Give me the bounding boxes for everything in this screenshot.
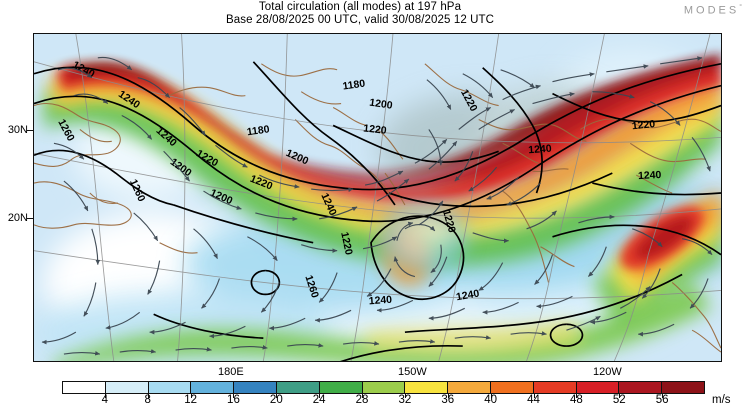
contour-label-1180: 1180	[246, 124, 270, 138]
colorbar-tick-label-36: 36	[441, 394, 455, 406]
colorbar-tick-48	[576, 393, 578, 398]
ytick-mark-20n	[27, 218, 33, 220]
contour-label-1240: 1240	[528, 144, 552, 157]
colorbar-swatch-11	[533, 381, 577, 393]
colorbar-tick-label-20: 20	[269, 394, 283, 406]
wind-vectors	[41, 56, 713, 356]
ytick-mark-30n	[27, 130, 33, 132]
colorbar-tick-label-40: 40	[484, 394, 498, 406]
colorbar-tick-52	[619, 393, 621, 398]
colorbar-tick-8	[147, 393, 149, 398]
colorbar-tick-label-56: 56	[655, 394, 669, 406]
colorbar-swatch-10	[490, 381, 534, 393]
colorbar-tick-16	[233, 393, 235, 398]
contour-label-1180: 1180	[342, 79, 366, 93]
coastlines	[34, 63, 721, 353]
map-field-svg: 1240 1240 1240 1200 1260 1260 1260 1220 …	[34, 34, 721, 361]
modes-logo-mark: °	[739, 4, 742, 11]
modes-logo-text: MODES	[683, 4, 740, 17]
colorbar-labels: 4 8 12 16 20 24 28 32 36 40 44 48 52 56	[0, 394, 750, 408]
contour-label-1240: 1240	[455, 288, 480, 303]
colorbar-swatch-1	[105, 381, 149, 393]
colorbar-tick-28	[362, 393, 364, 398]
chart-title-line-1: Total circulation (all modes) at 197 hPa	[258, 1, 462, 13]
colorbar-tick-20	[276, 393, 278, 398]
colorbar	[62, 380, 705, 394]
ytick-label-30n: 30N	[7, 124, 28, 136]
chart-title-block: Total circulation (all modes) at 197 hPa…	[0, 1, 720, 27]
contour-label-1240: 1240	[368, 295, 392, 308]
colorbar-tick-label-32: 32	[398, 394, 412, 406]
colorbar-tick-44	[533, 393, 535, 398]
colorbar-swatch-5	[276, 381, 320, 393]
colorbar-tick-label-16: 16	[227, 394, 240, 406]
map-shading-group: 1240 1240 1240 1200 1260 1260 1260 1220 …	[34, 34, 721, 361]
contour-label-1220: 1220	[363, 123, 387, 136]
colorbar-tick-24	[319, 393, 321, 398]
colorbar-tick-label-48: 48	[569, 394, 583, 406]
colorbar-tick-label-24: 24	[312, 394, 326, 406]
colorbar-ticks	[62, 381, 705, 398]
contour-label-1200: 1200	[369, 98, 394, 112]
colorbar-tick-label-12: 12	[184, 394, 197, 406]
colorbar-swatch-4	[234, 381, 277, 393]
colorbar-tick-label-52: 52	[612, 394, 626, 406]
colorbar-swatch-14	[662, 381, 704, 393]
colorbar-swatch-13	[619, 381, 663, 393]
colorbar-tick-36	[447, 393, 449, 398]
colorbar-tick-12	[190, 393, 192, 398]
xtick-label-180e: 180E	[218, 366, 244, 378]
ytick-label-20n: 20N	[7, 212, 28, 224]
colorbar-swatch-0	[63, 381, 106, 393]
colorbar-swatch-2	[148, 381, 192, 393]
colorbar-tick-label-28: 28	[355, 394, 369, 406]
colorbar-tick-4	[104, 393, 106, 398]
colorbar-tick-label-8: 8	[144, 394, 151, 406]
graticule	[34, 34, 721, 361]
colorbar-tick-label-44: 44	[527, 394, 540, 406]
xtick-label-120w: 120W	[593, 366, 622, 378]
colorbar-swatch-6	[319, 381, 363, 393]
chart-title-line-2: Base 28/08/2025 00 UTC, valid 30/08/2025…	[225, 14, 495, 26]
modes-logo: MODES°	[684, 4, 742, 17]
contour-label-1240: 1240	[638, 170, 662, 182]
colorbar-tick-56	[662, 393, 664, 398]
colorbar-swatch-9	[448, 381, 491, 393]
colorbar-tick-label-4: 4	[101, 394, 109, 406]
colorbar-swatch-12	[576, 381, 620, 393]
colorbar-tick-40	[490, 393, 492, 398]
map-plot-area: 1240 1240 1240 1200 1260 1260 1260 1220 …	[33, 33, 722, 362]
contour-label-1220: 1220	[631, 119, 655, 132]
contour-label-1220: 1220	[338, 231, 354, 256]
xtick-label-150w: 150W	[398, 366, 427, 378]
map-inner: 1240 1240 1240 1200 1260 1260 1260 1220 …	[34, 34, 721, 361]
colorbar-tick-32	[404, 393, 406, 398]
colorbar-swatch-3	[191, 381, 235, 393]
colorbar-swatch-8	[405, 381, 449, 393]
colorbar-units-label: m/s	[712, 394, 731, 406]
colorbar-swatch-7	[362, 381, 406, 393]
